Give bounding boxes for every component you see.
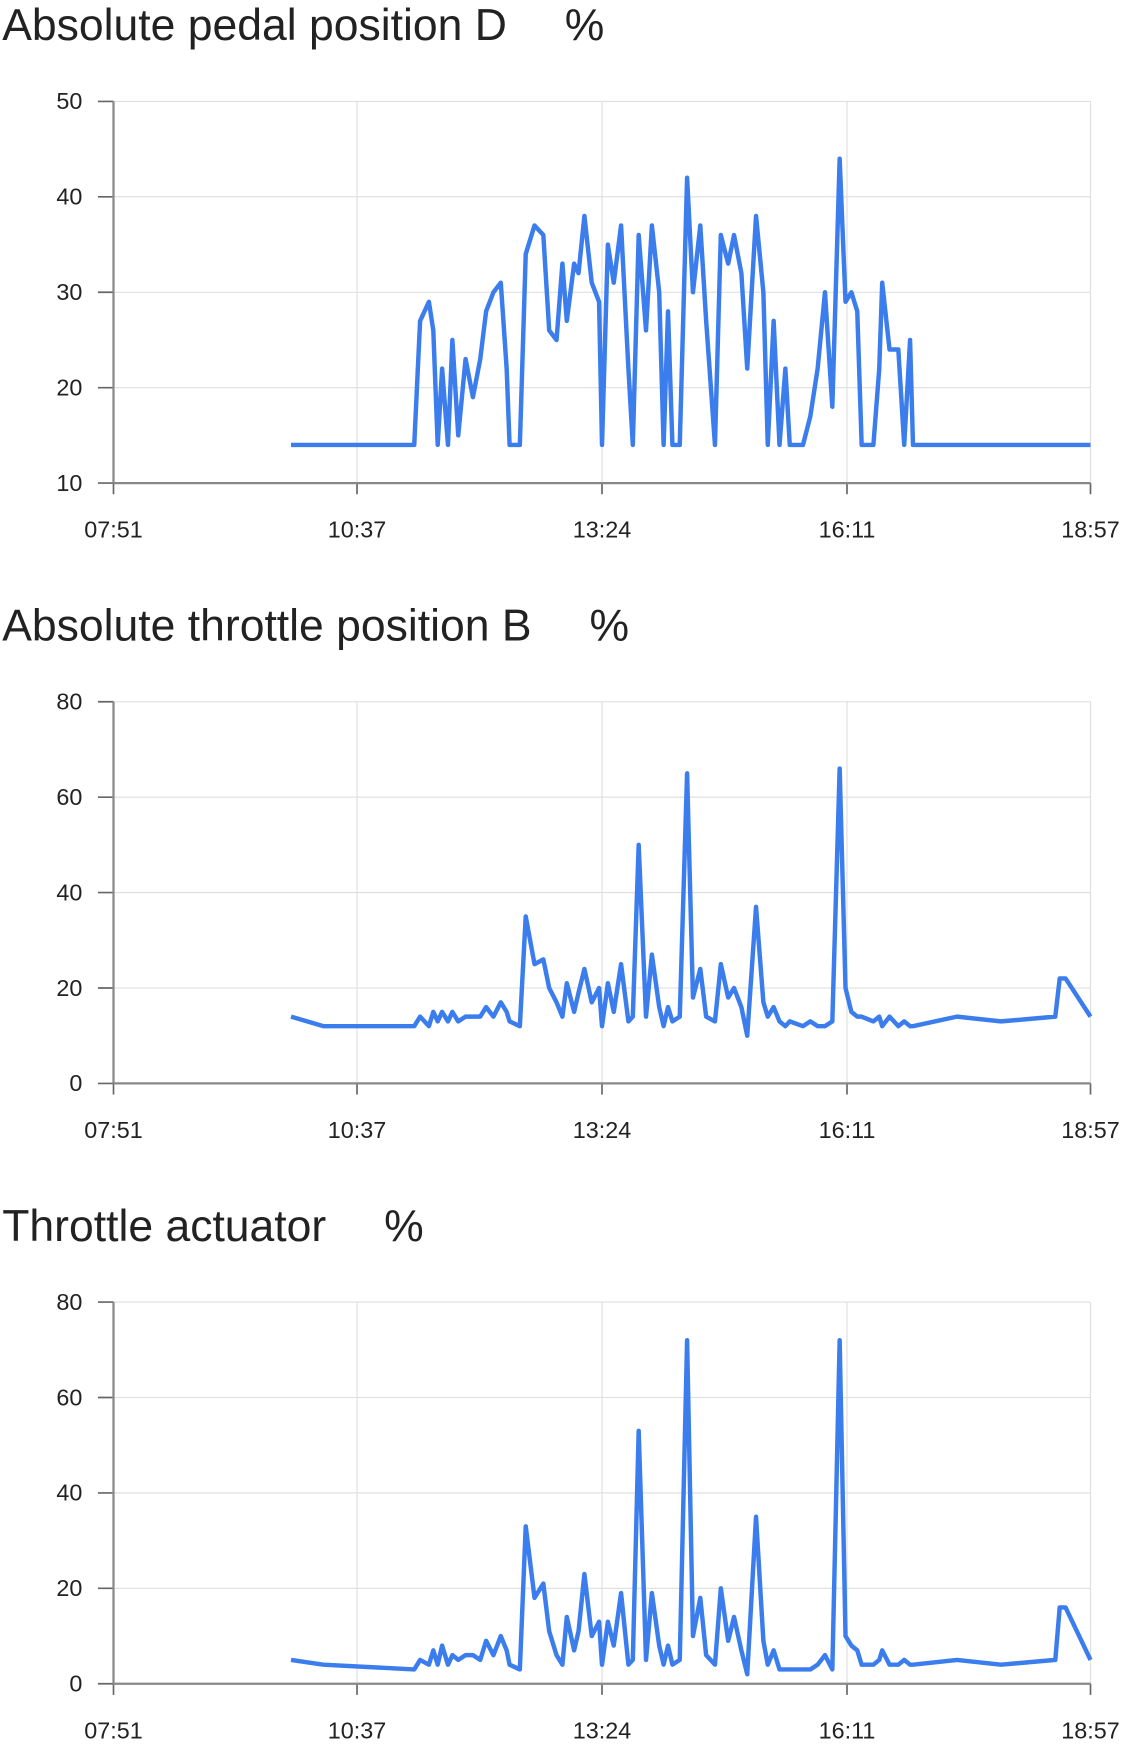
y-tick-label: 80: [56, 689, 82, 715]
y-tick-label: 60: [56, 1384, 82, 1410]
x-tick-label: 07:51: [84, 517, 142, 543]
y-tick-label: 20: [56, 975, 82, 1001]
chart: Absolute throttle position B % 0 20 40 60 80 07…: [2, 602, 1120, 1143]
y-tick-label: 40: [56, 879, 82, 905]
x-tick-label: 10:37: [328, 1117, 386, 1143]
x-tick-label: 10:37: [328, 1717, 386, 1743]
x-tick-label: 07:51: [84, 1117, 142, 1143]
x-tick-label: 13:24: [573, 517, 631, 543]
y-tick-label: 10: [56, 470, 82, 496]
unit-label: %: [565, 1, 605, 50]
y-tick-label: 20: [56, 374, 82, 400]
y-tick-label: 0: [69, 1671, 82, 1697]
unit-label: %: [589, 602, 629, 651]
x-tick-label: 18:57: [1061, 1117, 1119, 1143]
x-tick-label: 10:37: [328, 517, 386, 543]
y-tick-label: 30: [56, 279, 82, 305]
data-line: [291, 156, 1091, 448]
y-tick-label: 50: [56, 88, 82, 114]
chart-title: Absolute pedal position D: [2, 1, 507, 50]
y-tick-label: 60: [56, 784, 82, 810]
x-tick-label: 16:11: [819, 1717, 876, 1743]
y-tick-label: 40: [56, 184, 82, 210]
x-tick-label: 07:51: [84, 1717, 142, 1743]
x-tick-label: 16:11: [819, 1117, 876, 1143]
y-tick-label: 0: [69, 1070, 82, 1096]
data-line: [290, 766, 1093, 1038]
unit-label: %: [384, 1202, 424, 1251]
x-tick-label: 16:11: [819, 517, 876, 543]
chart-title: Throttle actuator: [2, 1202, 326, 1251]
chart: Throttle actuator % 0 20 40 60 80 07:51 10:37 13:…: [2, 1202, 1120, 1743]
data-line: [290, 1338, 1093, 1677]
y-tick-label: 40: [56, 1480, 82, 1506]
chart-title: Absolute throttle position B: [2, 602, 531, 651]
chart: Absolute pedal position D % 10 20 30 40 50 07:5…: [2, 1, 1120, 542]
y-tick-label: 80: [56, 1289, 82, 1315]
x-tick-label: 13:24: [573, 1117, 631, 1143]
x-tick-label: 13:24: [573, 1717, 631, 1743]
x-tick-label: 18:57: [1061, 517, 1119, 543]
x-tick-label: 18:57: [1061, 1717, 1119, 1743]
y-tick-label: 20: [56, 1575, 82, 1601]
